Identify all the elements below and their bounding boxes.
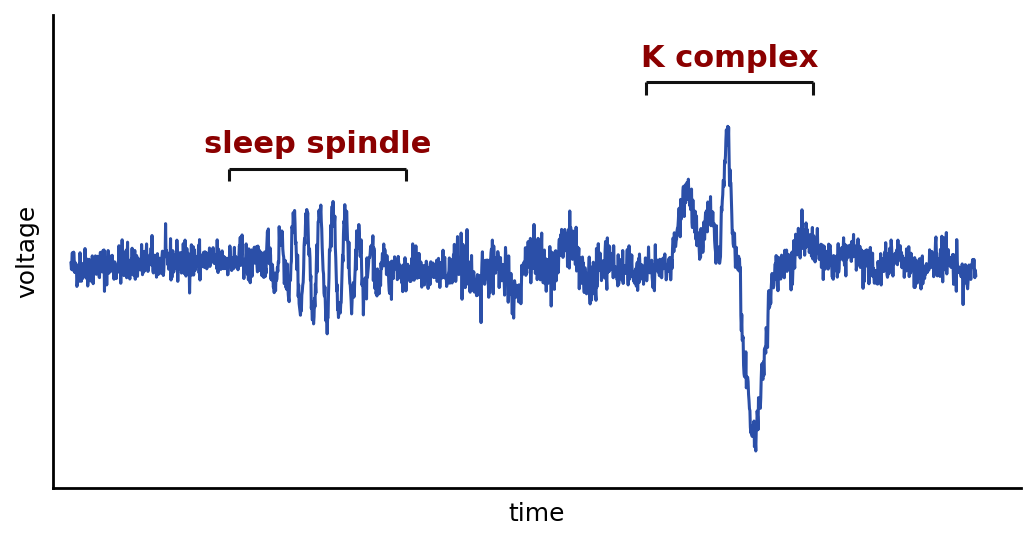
Y-axis label: voltage: voltage bbox=[15, 205, 39, 298]
X-axis label: time: time bbox=[509, 502, 566, 526]
Text: sleep spindle: sleep spindle bbox=[204, 130, 431, 159]
Text: K complex: K complex bbox=[640, 43, 817, 72]
